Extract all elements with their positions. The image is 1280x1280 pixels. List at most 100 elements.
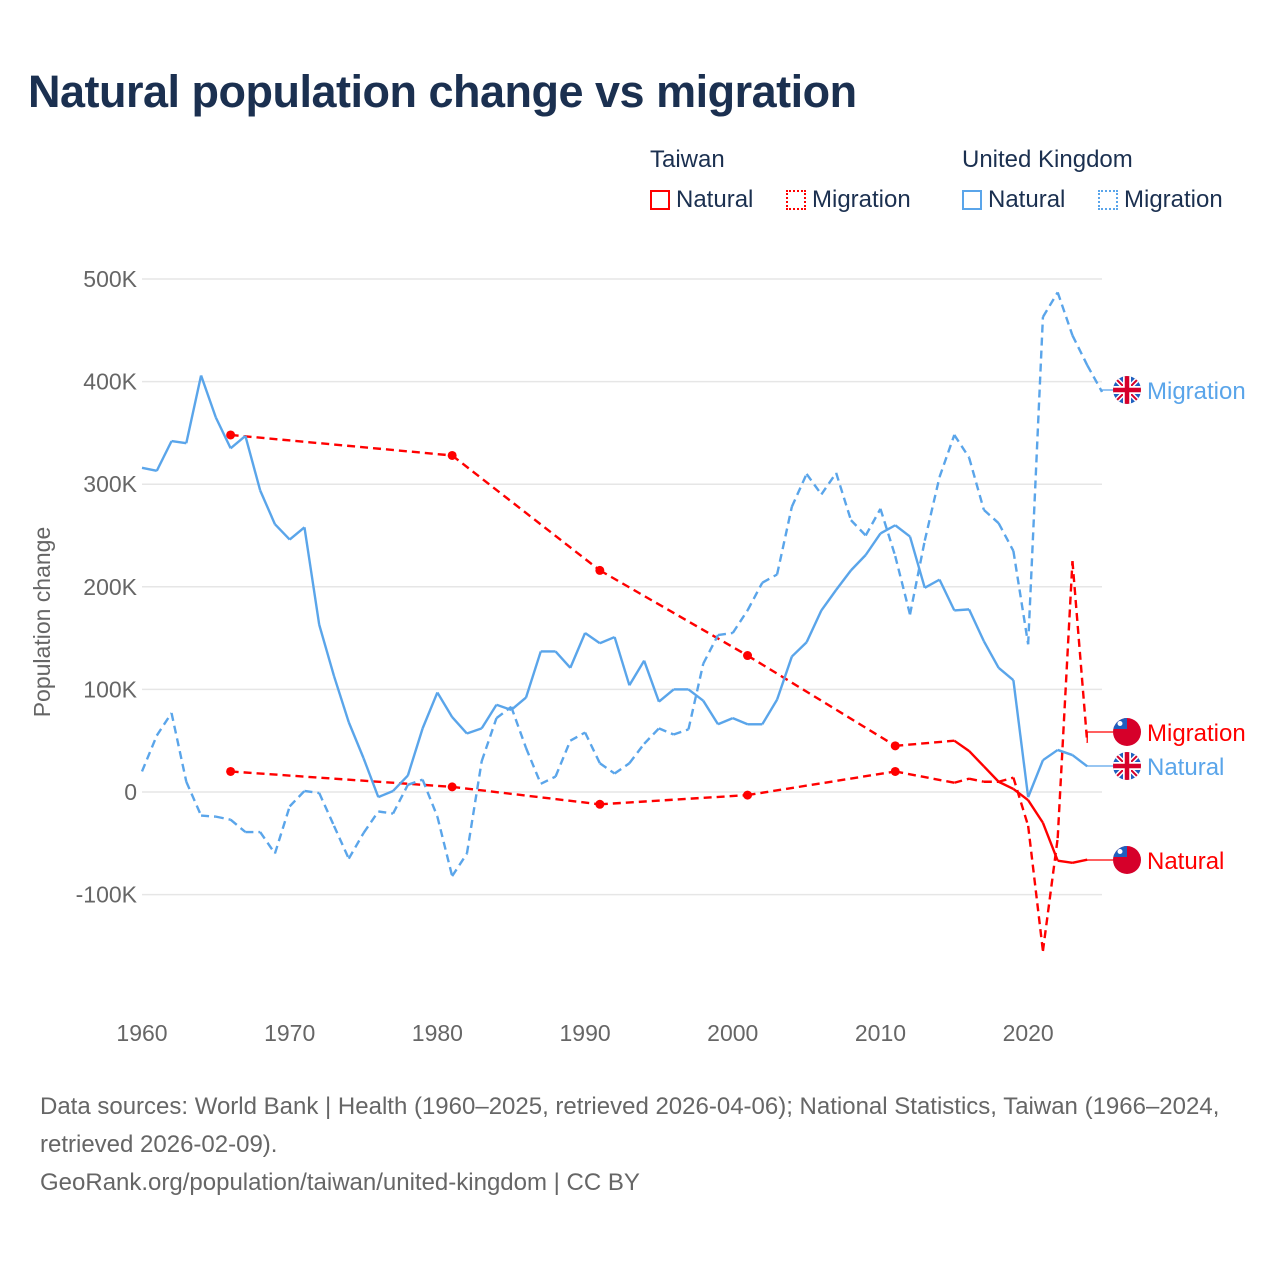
line-segment xyxy=(540,775,557,785)
line-segment xyxy=(850,519,867,537)
line-segment xyxy=(761,573,778,584)
data-point[interactable] xyxy=(447,450,457,460)
series-united-kingdom-natural xyxy=(141,375,1088,799)
line-segment xyxy=(643,660,661,703)
dotted-swatch-icon xyxy=(1098,190,1118,210)
line-segment xyxy=(318,624,336,677)
series-taiwan-migration xyxy=(226,561,1089,952)
line-segment xyxy=(775,506,794,575)
legend-label: Migration xyxy=(812,186,911,213)
line-segment xyxy=(967,457,986,511)
taiwan-flag-icon xyxy=(1113,846,1141,874)
line-segment xyxy=(982,765,1000,783)
legend-item-taiwan-migration[interactable]: Migration xyxy=(786,186,911,214)
y-tick-label: 100K xyxy=(83,676,137,702)
line-segment xyxy=(998,776,1014,783)
line-segment xyxy=(895,770,955,784)
line-segment xyxy=(1026,825,1045,952)
data-point[interactable] xyxy=(890,766,900,776)
line-segment xyxy=(304,789,320,795)
line-segment xyxy=(1071,754,1088,768)
line-segment xyxy=(510,706,528,749)
data-point[interactable] xyxy=(447,782,457,792)
line-segment xyxy=(200,814,216,818)
line-segment xyxy=(378,810,394,815)
line-segment xyxy=(835,569,852,591)
line-segment xyxy=(495,705,512,720)
line-segment xyxy=(747,770,896,797)
line-segment xyxy=(938,434,956,478)
line-segment xyxy=(908,536,926,589)
data-sources: Data sources: World Bank | Health (1960–… xyxy=(40,1093,1220,1158)
data-point[interactable] xyxy=(890,741,900,751)
line-segment xyxy=(584,631,601,645)
line-segment xyxy=(480,717,498,762)
line-segment xyxy=(274,523,291,541)
line-segment xyxy=(658,688,675,703)
source-link[interactable]: GeoRank.org/population/taiwan/united-kin… xyxy=(40,1169,640,1196)
data-point[interactable] xyxy=(595,565,605,575)
line-segment xyxy=(997,666,1015,682)
line-segment xyxy=(1012,777,1030,827)
line-segment xyxy=(923,476,941,541)
line-segment xyxy=(1086,364,1104,393)
line-segment xyxy=(1071,334,1089,366)
line-segment xyxy=(1056,291,1074,336)
line-segment xyxy=(229,435,247,450)
legend-item-uk-natural[interactable]: Natural xyxy=(962,186,1065,214)
line-segment xyxy=(347,721,365,759)
line-segment xyxy=(717,631,733,637)
line-segment xyxy=(318,792,336,827)
line-segment xyxy=(835,472,853,521)
x-tick-label: 1960 xyxy=(116,1020,167,1046)
uk-flag-icon xyxy=(1113,752,1141,780)
line-segment xyxy=(185,781,203,817)
line-segment xyxy=(524,651,542,698)
line-segment xyxy=(421,692,439,729)
data-point[interactable] xyxy=(595,799,605,809)
data-point[interactable] xyxy=(226,766,236,776)
line-segment xyxy=(982,640,1000,669)
line-segment xyxy=(997,522,1015,552)
uk-flag-icon xyxy=(1113,376,1141,404)
end-label-text: Migration xyxy=(1147,378,1246,405)
data-point[interactable] xyxy=(743,790,753,800)
legend-item-taiwan-natural[interactable]: Natural xyxy=(650,186,753,214)
line-segment xyxy=(229,818,247,833)
line-segment xyxy=(805,609,823,643)
line-segment xyxy=(628,660,646,686)
leader-line xyxy=(1101,389,1113,392)
y-axis-label: Population change xyxy=(29,527,55,718)
data-point[interactable] xyxy=(226,430,236,440)
line-segment xyxy=(599,569,749,657)
line-segment xyxy=(643,727,660,745)
line-segment xyxy=(451,716,468,735)
line-segment xyxy=(436,691,454,718)
end-label-taiwan-migration: Migration xyxy=(1086,718,1246,747)
dotted-swatch-icon xyxy=(786,190,806,210)
line-segment xyxy=(569,731,586,742)
line-segment xyxy=(702,700,720,725)
line-segment xyxy=(170,712,188,782)
end-label-united-kingdom-natural: Natural xyxy=(1086,752,1224,781)
line-segment xyxy=(805,473,823,496)
line-segment xyxy=(436,816,454,877)
x-tick-label: 1970 xyxy=(264,1020,315,1046)
legend-item-uk-migration[interactable]: Migration xyxy=(1098,186,1223,214)
line-segment xyxy=(953,777,970,784)
line-segment xyxy=(1041,291,1059,318)
line-segment xyxy=(303,527,321,625)
line-segment xyxy=(524,747,542,785)
line-segment xyxy=(1012,787,1029,802)
line-segment xyxy=(864,532,882,556)
end-label-text: Natural xyxy=(1147,848,1224,875)
line-segment xyxy=(879,524,896,535)
data-point[interactable] xyxy=(743,651,753,661)
line-segment xyxy=(746,654,896,747)
x-tick-label: 2000 xyxy=(707,1020,758,1046)
line-segment xyxy=(791,641,808,658)
line-segment xyxy=(983,508,1000,525)
line-segment xyxy=(465,761,483,854)
end-label-united-kingdom-migration: Migration xyxy=(1101,376,1246,405)
line-segment xyxy=(790,473,808,508)
